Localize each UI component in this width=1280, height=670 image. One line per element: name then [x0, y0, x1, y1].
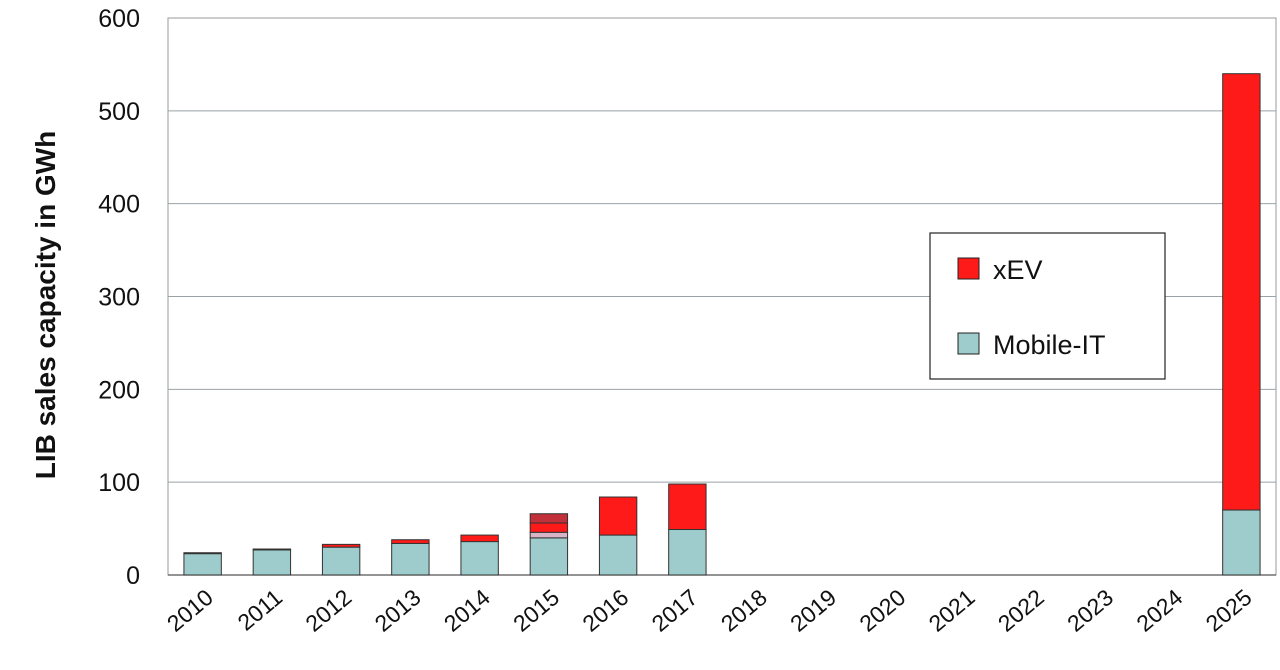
- legend-label-mobile-it: Mobile-IT: [993, 330, 1106, 360]
- bar-mobile-it-2013: [391, 542, 430, 576]
- bar-xev-2025: [1222, 73, 1261, 511]
- bar-mobile-it-2011: [252, 549, 292, 576]
- bar-xev-segment-2015-0: [529, 531, 569, 539]
- bar-mobile-it-2014: [460, 541, 499, 576]
- y-tick-label: 0: [126, 562, 140, 590]
- x-tick-labels: 2010 2011 2012 2013 2014 2015 2016 2017 2018 2019…: [162, 584, 1257, 637]
- x-tick-label: 2015: [508, 584, 564, 637]
- bars: [183, 73, 1261, 576]
- x-tick-label: 2018: [716, 584, 772, 637]
- bar-xev-2017: [668, 483, 707, 531]
- legend-label-xev: xEV: [993, 255, 1043, 285]
- legend-swatch-xev: [957, 257, 980, 280]
- x-tick-label: 2022: [993, 584, 1049, 637]
- bar-xev-2012: [321, 543, 361, 548]
- bar-xev-2013: [391, 539, 430, 544]
- bar-mobile-it-2025: [1222, 509, 1261, 576]
- x-tick-label: 2012: [300, 584, 356, 637]
- x-tick-label: 2019: [785, 584, 841, 637]
- x-tick-label: 2010: [162, 584, 218, 637]
- bar-xev-segment-2015-1: [529, 522, 569, 533]
- bar-mobile-it-2010: [183, 553, 222, 576]
- legend-box: [929, 232, 1166, 380]
- gridlines: [168, 110, 1276, 576]
- y-tick-label: 600: [98, 5, 140, 33]
- bar-mobile-it-2012: [321, 546, 361, 576]
- bar-xev-2014: [460, 534, 499, 543]
- x-tick-label: 2023: [1062, 584, 1118, 637]
- x-tick-label: 2016: [577, 584, 633, 637]
- y-tick-label: 500: [98, 98, 140, 126]
- y-tick-label: 200: [98, 376, 140, 404]
- bar-mobile-it-2017: [668, 529, 707, 576]
- y-tick-label: 400: [98, 191, 140, 219]
- x-tick-label: 2025: [1201, 584, 1257, 637]
- x-tick-label: 2011: [232, 584, 287, 636]
- y-axis-label: LIB sales capacity in GWh: [30, 131, 61, 480]
- legend: xEV Mobile-IT: [929, 232, 1166, 380]
- bar-xev-2016: [598, 496, 638, 536]
- y-tick-label: 300: [98, 284, 140, 312]
- bar-mobile-it-2016: [598, 534, 638, 576]
- y-tick-labels: 0 100 200 300 400 500 600: [98, 5, 140, 590]
- x-tick-label: 2014: [439, 584, 495, 637]
- x-tick-label: 2024: [1131, 584, 1187, 637]
- legend-swatch-mobile-it: [957, 332, 980, 355]
- y-tick-label: 100: [98, 469, 140, 497]
- x-tick-label: 2020: [854, 584, 910, 637]
- bar-mobile-it-2015: [529, 537, 569, 576]
- x-tick-label: 2021: [924, 584, 980, 637]
- bar-xev-2010: [183, 552, 222, 555]
- bar-xev-2011: [252, 548, 292, 551]
- bar-xev-segment-2015-2: [529, 513, 569, 524]
- x-tick-label: 2017: [647, 584, 703, 637]
- x-tick-label: 2013: [370, 584, 426, 637]
